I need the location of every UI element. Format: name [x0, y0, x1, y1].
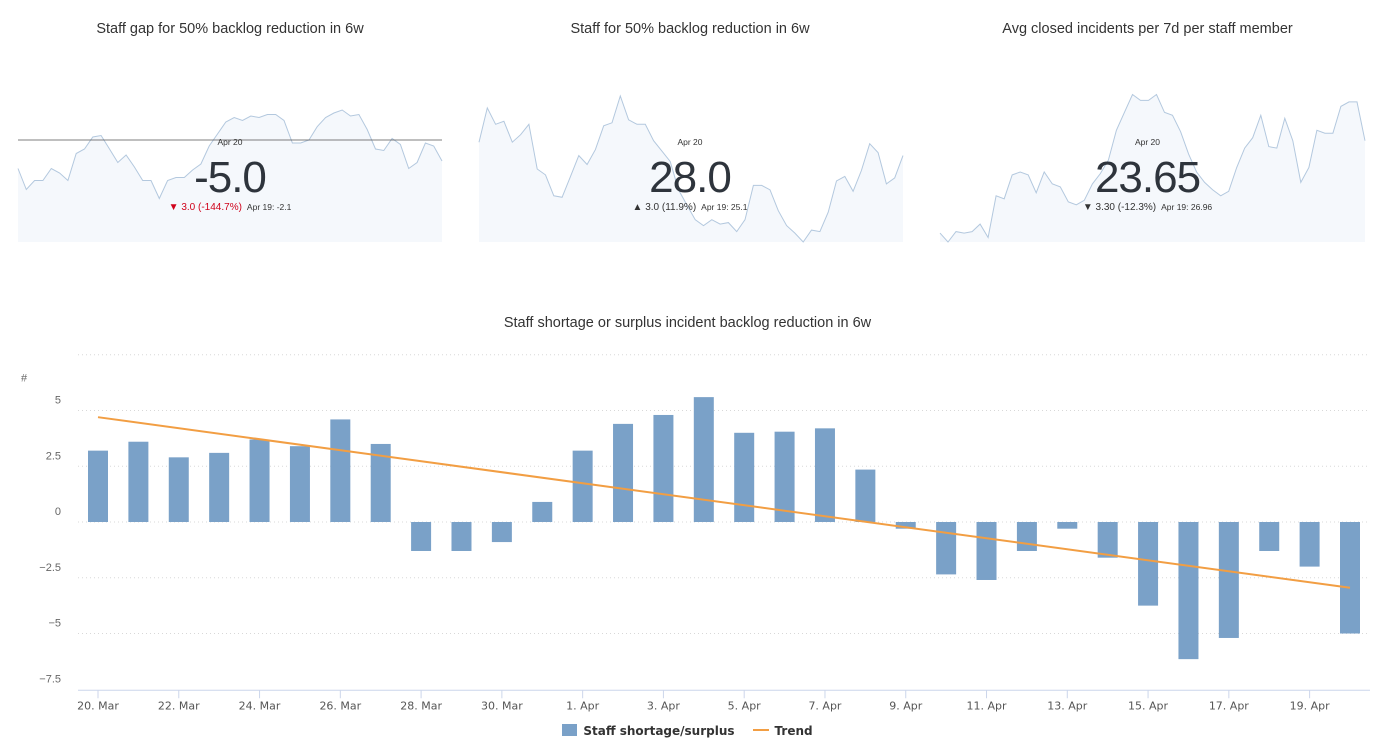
bar — [88, 450, 108, 522]
kpi-date: Apr 20 — [1134, 137, 1161, 147]
bar — [1016, 522, 1037, 551]
y-tick-label: 5 — [55, 395, 61, 407]
sparkline-area — [940, 94, 1365, 242]
bar — [814, 428, 835, 522]
bar — [936, 522, 957, 575]
bar — [370, 443, 391, 522]
x-tick-label: 28. Mar — [400, 699, 442, 712]
x-tick-label: 26. Mar — [319, 699, 361, 712]
kpi-card-staff-needed: Staff for 50% backlog reduction in 6w Ap… — [460, 0, 920, 250]
sparkline-area — [18, 110, 442, 242]
sparkline-area — [479, 96, 903, 242]
kpi-change: ▲ 3.0 (11.9%) — [632, 202, 697, 213]
x-tick-label: 30. Mar — [481, 699, 523, 712]
bar — [1057, 522, 1078, 529]
bar-chart: Staff shortage or surplus incident backl… — [0, 300, 1375, 754]
x-tick-label: 1. Apr — [566, 699, 599, 712]
bar — [653, 414, 674, 522]
bar — [1340, 522, 1360, 634]
sparkline — [17, 109, 443, 242]
legend-label: Staff shortage/surplus — [583, 724, 735, 738]
bar — [249, 439, 270, 522]
x-tick-label: 3. Apr — [647, 699, 680, 712]
bar — [1178, 522, 1199, 660]
sparkline-line — [17, 109, 443, 200]
bar — [1299, 522, 1320, 567]
kpi-title: Staff for 50% backlog reduction in 6w — [570, 21, 810, 37]
y-tick-label: −2.5 — [39, 562, 61, 574]
x-tick-label: 22. Mar — [158, 699, 200, 712]
chart-legend: Staff shortage/surplus Trend — [0, 724, 1375, 738]
x-tick-label: 24. Mar — [239, 699, 281, 712]
legend-item-trend[interactable]: Trend — [735, 724, 813, 738]
x-tick-label: 20. Mar — [77, 699, 119, 712]
bar — [572, 450, 593, 522]
kpi-delta: ▼ 3.30 (-12.3%) Apr 19: 26.96 — [920, 202, 1375, 213]
x-tick-label: 15. Apr — [1128, 699, 1168, 712]
bar — [491, 522, 512, 543]
kpi-previous: Apr 19: 25.1 — [701, 202, 748, 212]
legend-swatch-line — [752, 729, 769, 731]
legend-swatch-bar — [562, 724, 578, 736]
y-tick-label: −7.5 — [39, 673, 61, 685]
sparkline-line — [939, 93, 1366, 243]
x-tick-label: 17. Apr — [1209, 699, 1249, 712]
sparkline — [478, 94, 904, 243]
bar — [895, 522, 916, 529]
y-tick-label: −5 — [48, 618, 61, 630]
x-tick-label: 5. Apr — [728, 699, 761, 712]
bar — [774, 431, 795, 522]
kpi-change: ▼ 3.0 (-144.7%) — [168, 202, 242, 213]
sparkline — [939, 93, 1366, 243]
bar — [411, 522, 432, 551]
bar — [693, 397, 714, 522]
bar — [1218, 522, 1239, 638]
bar — [451, 522, 472, 551]
kpi-value: -5.0 — [194, 153, 267, 202]
kpi-card-avg-closed: Avg closed incidents per 7d per staff me… — [920, 0, 1375, 250]
bar-chart-plot: #5 2.5 0 −2.5 −5 −7.5 20. Mar 22. Mar 24. Mar 26.… — [21, 354, 1370, 712]
kpi-change: ▼ 3.30 (-12.3%) — [1082, 202, 1157, 213]
bar — [209, 452, 230, 522]
kpi-title: Staff gap for 50% backlog reduction in 6… — [96, 21, 364, 37]
trend-line — [97, 416, 1351, 589]
bar — [1097, 522, 1118, 558]
x-tick-label: 7. Apr — [808, 699, 841, 712]
legend-label: Trend — [774, 724, 813, 738]
kpi-date: Apr 20 — [677, 137, 703, 147]
bar — [855, 469, 876, 522]
bar — [128, 441, 149, 522]
kpi-value: 28.0 — [649, 153, 732, 202]
bar — [1138, 522, 1159, 606]
x-tick-label: 11. Apr — [967, 699, 1007, 712]
bar — [734, 432, 755, 522]
bar — [330, 419, 351, 522]
kpi-date: Apr 20 — [217, 137, 243, 147]
bar — [976, 522, 997, 580]
kpi-delta: ▼ 3.0 (-144.7%) Apr 19: -2.1 — [0, 202, 460, 213]
kpi-delta: ▲ 3.0 (11.9%) Apr 19: 25.1 — [460, 202, 920, 213]
bar — [613, 423, 634, 522]
kpi-previous: Apr 19: -2.1 — [246, 202, 292, 212]
bar — [289, 446, 310, 522]
legend-item-bars[interactable]: Staff shortage/surplus — [562, 724, 735, 738]
x-tick-label: 13. Apr — [1047, 699, 1087, 712]
x-tick-label: 19. Apr — [1290, 699, 1330, 712]
kpi-card-staff-gap: Staff gap for 50% backlog reduction in 6… — [0, 0, 460, 250]
bar — [532, 501, 553, 522]
kpi-value: 23.65 — [1094, 153, 1201, 202]
bar — [1259, 522, 1280, 551]
chart-title: Staff shortage or surplus incident backl… — [503, 315, 872, 331]
x-tick-label: 9. Apr — [889, 699, 922, 712]
bar — [168, 457, 189, 522]
y-tick-label: 2.5 — [46, 450, 61, 462]
kpi-previous: Apr 19: 26.96 — [1161, 202, 1213, 212]
y-tick-label: 0 — [55, 506, 61, 518]
sparkline-line — [478, 94, 904, 243]
y-axis-label: # — [21, 373, 28, 385]
kpi-title: Avg closed incidents per 7d per staff me… — [1002, 21, 1293, 37]
